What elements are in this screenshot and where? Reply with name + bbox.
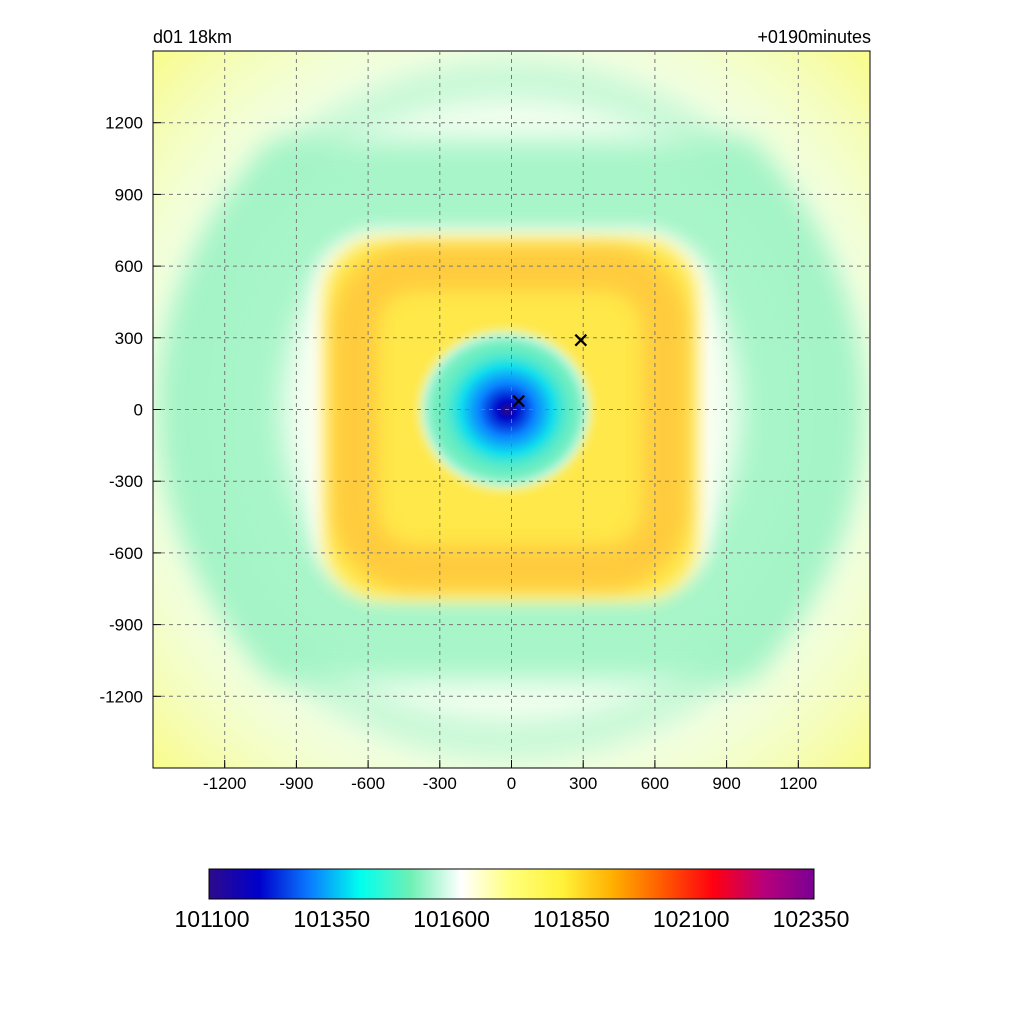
y-tick-label: 0 bbox=[134, 401, 143, 420]
x-tick-label: -1200 bbox=[203, 774, 246, 793]
y-tick-label: 900 bbox=[115, 185, 143, 204]
y-tick-label: -900 bbox=[109, 616, 143, 635]
x-axis: -1200 -900 -600 -300 0 300 600 900 1200 bbox=[203, 760, 817, 793]
y-tick-label: 1200 bbox=[105, 114, 143, 133]
x-tick-label: 900 bbox=[712, 774, 740, 793]
colorbar-label: 102100 bbox=[652, 906, 730, 932]
colorbar-label: 102350 bbox=[772, 906, 850, 932]
y-tick-label: 600 bbox=[115, 257, 143, 276]
y-tick-label: -300 bbox=[109, 472, 143, 491]
x-tick-label: 1200 bbox=[779, 774, 817, 793]
x-tick-label: -300 bbox=[423, 774, 457, 793]
x-tick-label: -600 bbox=[351, 774, 385, 793]
colorbar-label: 101350 bbox=[293, 906, 371, 932]
x-tick-label: 0 bbox=[507, 774, 516, 793]
x-tick-label: -900 bbox=[279, 774, 313, 793]
colorbar bbox=[208, 868, 815, 900]
cross-marker bbox=[512, 394, 525, 408]
colorbar-label: 101600 bbox=[413, 906, 490, 932]
cross-marker bbox=[574, 333, 588, 347]
colorbar-label: 101850 bbox=[533, 906, 610, 932]
domain-label: d01 18km bbox=[153, 27, 233, 47]
x-tick-label: 300 bbox=[569, 774, 597, 793]
markers bbox=[512, 333, 588, 408]
y-tick-label: -1200 bbox=[100, 687, 143, 706]
time-label: +0190minutes bbox=[757, 27, 871, 47]
colorbar-label: 101100 bbox=[174, 906, 250, 932]
x-tick-label: 600 bbox=[641, 774, 669, 793]
y-tick-label: 300 bbox=[115, 329, 143, 348]
y-axis: 1200 900 600 300 0 -300 -600 -900 -1200 bbox=[100, 114, 161, 706]
y-tick-label: -600 bbox=[109, 544, 143, 563]
